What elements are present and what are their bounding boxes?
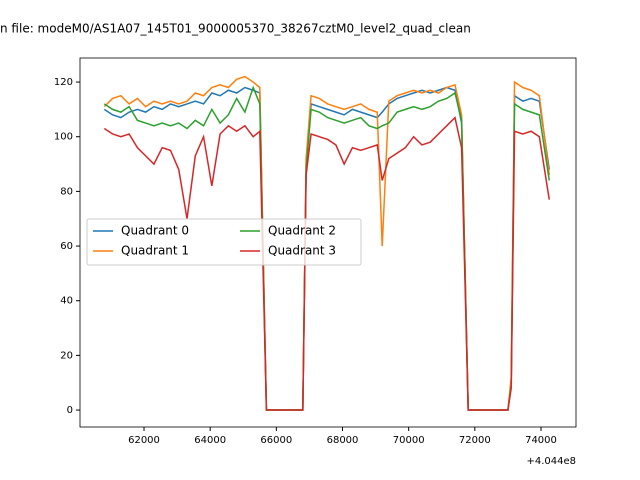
x-tick-label: 72000 (459, 435, 491, 446)
x-tick-label: 70000 (393, 435, 425, 446)
y-tick-label: 80 (60, 186, 73, 197)
chart-title: n file: modeM0/AS1A07_145T01_9000005370_… (0, 22, 471, 36)
y-tick-label: 120 (54, 77, 73, 88)
y-tick-label: 100 (54, 132, 73, 143)
y-tick-label: 0 (67, 405, 73, 416)
series-line (103, 116, 551, 411)
legend-label: Quadrant 1 (121, 244, 189, 258)
y-tick-label: 20 (60, 350, 73, 361)
legend-label: Quadrant 3 (268, 244, 336, 258)
plot-frame (79, 57, 577, 428)
x-tick-label: 62000 (128, 435, 160, 446)
series-line (103, 85, 551, 411)
legend-label: Quadrant 2 (268, 224, 336, 238)
series-line (103, 75, 551, 411)
x-tick-label: 68000 (327, 435, 359, 446)
x-tick-label: 74000 (525, 435, 557, 446)
y-tick-label: 60 (60, 241, 73, 252)
x-tick-label: 66000 (260, 435, 292, 446)
x-offset-text: +4.044e8 (526, 456, 576, 467)
x-tick-label: 64000 (194, 435, 226, 446)
legend-label: Quadrant 0 (121, 224, 189, 238)
legend-box (86, 218, 362, 266)
y-tick-label: 40 (60, 296, 73, 307)
